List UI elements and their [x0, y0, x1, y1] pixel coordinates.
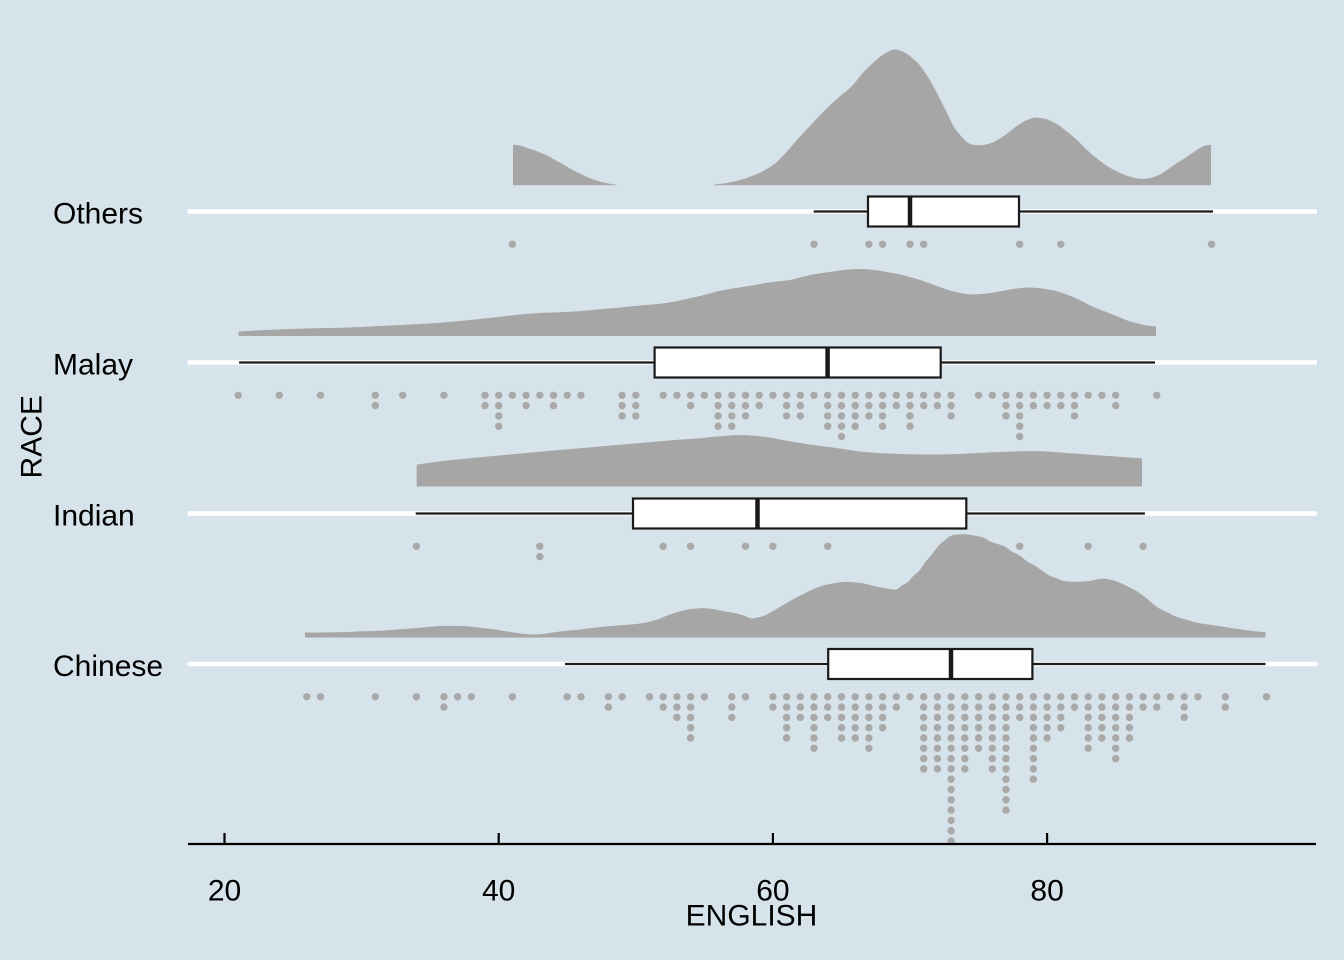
svg-text:RACE: RACE — [16, 395, 49, 478]
svg-text:20: 20 — [208, 875, 241, 908]
svg-text:80: 80 — [1030, 875, 1063, 908]
svg-text:ENGLISH: ENGLISH — [686, 900, 818, 933]
svg-text:40: 40 — [482, 875, 515, 908]
svg-text:Malay: Malay — [53, 349, 133, 382]
svg-text:Chinese: Chinese — [53, 650, 163, 683]
svg-text:Indian: Indian — [53, 500, 135, 533]
svg-text:Others: Others — [53, 198, 143, 231]
svg-text:60: 60 — [756, 875, 789, 908]
